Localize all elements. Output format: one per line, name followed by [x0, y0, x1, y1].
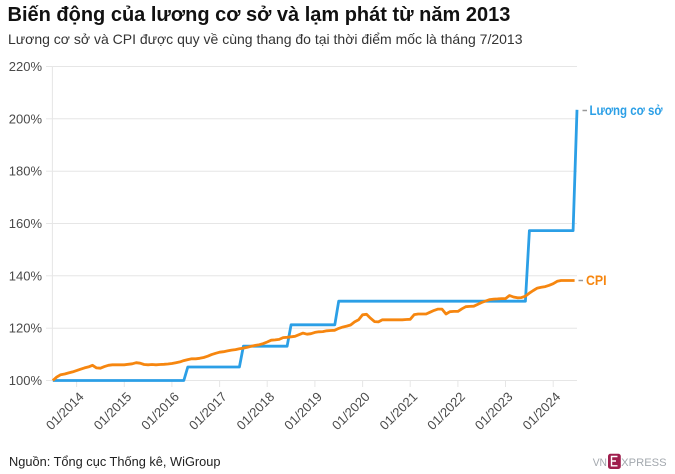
svg-text:Biến động của lương cơ sở và l: Biến động của lương cơ sở và lạm phát từ… — [8, 4, 511, 26]
svg-text:160%: 160% — [9, 216, 43, 231]
svg-text:220%: 220% — [9, 59, 43, 74]
svg-text:VN: VN — [593, 457, 607, 469]
svg-text:Lương cơ sở và CPI được quy về: Lương cơ sở và CPI được quy về cùng than… — [8, 31, 523, 47]
svg-text:100%: 100% — [9, 373, 43, 388]
svg-text:140%: 140% — [9, 268, 43, 283]
svg-text:200%: 200% — [9, 111, 43, 126]
svg-text:180%: 180% — [9, 164, 43, 179]
svg-text:120%: 120% — [9, 321, 43, 336]
svg-text:XPRESS: XPRESS — [621, 457, 666, 469]
svg-text:Nguồn: Tổng cục Thống kê, WiGr: Nguồn: Tổng cục Thống kê, WiGroup — [9, 454, 221, 469]
svg-text:CPI: CPI — [586, 272, 607, 288]
svg-text:Lương cơ sở: Lương cơ sở — [590, 102, 663, 118]
